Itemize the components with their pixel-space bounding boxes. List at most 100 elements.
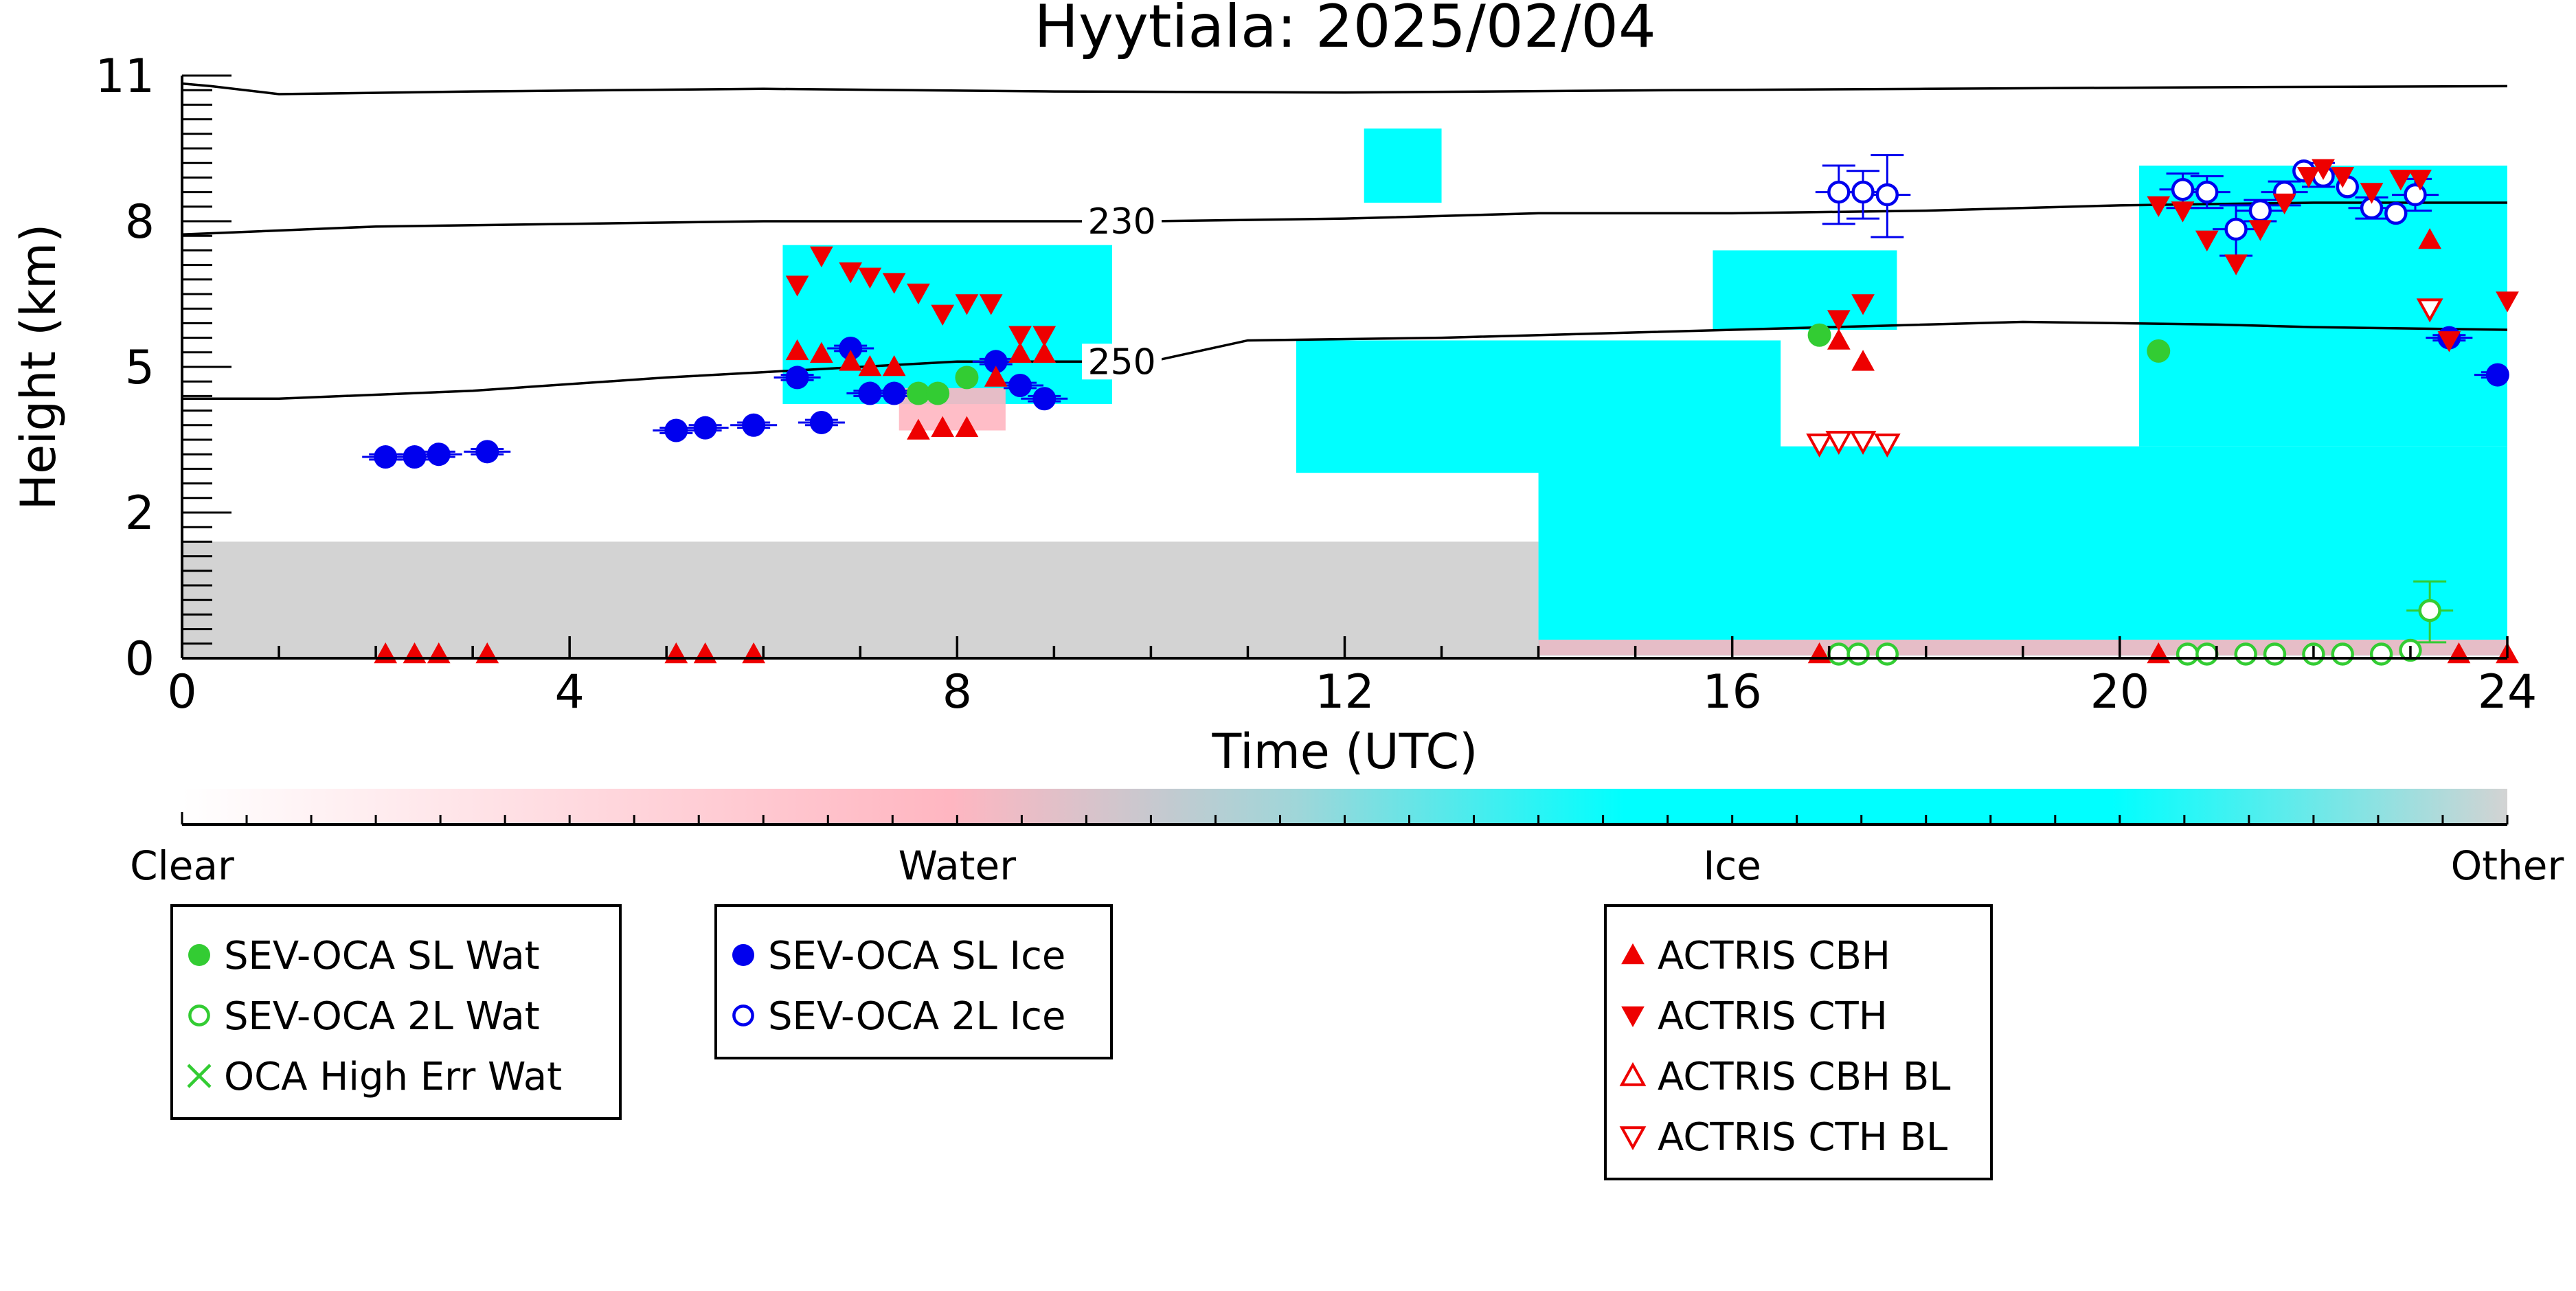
legend-frame <box>714 904 1113 1059</box>
legend-label: ACTRIS CBH BL <box>1658 1055 1950 1099</box>
legend-marker <box>1621 943 1645 965</box>
data-point <box>907 418 930 440</box>
data-point <box>2248 199 2272 223</box>
data-point <box>1827 180 1851 204</box>
data-point <box>984 366 1008 387</box>
data-point <box>810 341 833 363</box>
data-point <box>2389 170 2413 191</box>
data-point <box>1873 433 1901 458</box>
legend-entry: OCA High Err Wat <box>187 1055 562 1099</box>
legend-box-1: SEV-OCA SL Wat SEV-OCA 2L Wat OCA High Err… <box>170 904 622 1120</box>
data-point <box>2404 183 2427 207</box>
data-point <box>2384 201 2408 225</box>
data-point <box>882 381 906 405</box>
data-point <box>785 276 809 297</box>
data-point <box>839 262 863 284</box>
data-point <box>858 381 882 405</box>
data-point <box>693 416 717 440</box>
series-actris-cth <box>785 159 2519 352</box>
data-point <box>785 366 809 390</box>
colorbar: Clear Water Ice Other <box>130 789 2564 889</box>
y-tick-label: 8 <box>125 195 155 249</box>
legend-marker <box>187 1064 212 1088</box>
y-tick-label: 11 <box>95 49 155 104</box>
colorbar-label: Water <box>899 842 1017 889</box>
data-point <box>2331 167 2355 188</box>
region-other <box>182 541 1539 658</box>
legend-entry: ACTRIS CTH <box>1621 994 1888 1039</box>
data-point <box>882 273 906 294</box>
data-point <box>664 418 688 442</box>
legend-entry: ACTRIS CBH <box>1621 934 1890 978</box>
data-point <box>2496 291 2519 313</box>
data-point <box>1827 328 1851 350</box>
data-point <box>2360 183 2384 204</box>
data-point <box>2195 230 2219 252</box>
legend-label: OCA High Err Wat <box>224 1055 562 1099</box>
x-tick-label: 24 <box>2478 665 2538 719</box>
legend-marker <box>732 1004 754 1026</box>
data-point <box>403 445 427 469</box>
data-point <box>2369 642 2393 666</box>
contour-label: 250 <box>1087 341 1155 383</box>
data-point <box>2408 170 2432 191</box>
x-tick-label: 0 <box>167 665 196 719</box>
legend-entry: SEV-OCA SL Ice <box>732 934 1065 978</box>
data-point <box>2171 201 2195 223</box>
data-point <box>427 442 451 467</box>
legend-box-2: SEV-OCA SL Ice SEV-OCA 2L Ice <box>714 904 1113 1059</box>
data-point <box>2224 217 2248 241</box>
legend-marker <box>1621 1006 1645 1028</box>
legend-entry: SEV-OCA 2L Wat <box>188 994 540 1039</box>
data-point <box>475 440 499 464</box>
legend-marker <box>188 944 210 966</box>
data-point <box>785 339 809 361</box>
data-point <box>742 413 766 437</box>
data-point <box>809 410 833 434</box>
data-point <box>882 355 906 377</box>
data-point <box>2248 220 2272 241</box>
legend-marker <box>732 944 754 966</box>
colorbar-label: Other <box>2451 842 2564 889</box>
colorbar-label: Clear <box>130 842 234 889</box>
data-point <box>2234 642 2257 666</box>
data-point <box>1032 341 1057 363</box>
legend-entry: ACTRIS CTH BL <box>1619 1115 1947 1160</box>
data-point <box>2147 196 2171 217</box>
data-point <box>931 416 955 437</box>
data-point <box>2263 642 2287 666</box>
data-point <box>858 355 882 377</box>
data-point <box>1846 642 1870 666</box>
data-markers <box>374 159 2519 666</box>
contour-label: 230 <box>1087 201 1155 243</box>
data-point <box>907 283 930 305</box>
legend-label: SEV-OCA SL Wat <box>224 934 540 978</box>
data-point <box>1827 310 1851 331</box>
data-point <box>858 267 882 289</box>
y-tick-label: 5 <box>125 341 155 395</box>
data-point <box>2147 339 2171 363</box>
data-point <box>1851 350 1875 371</box>
data-point <box>374 445 398 469</box>
data-point <box>810 246 833 268</box>
y-tick-label: 0 <box>125 632 155 686</box>
x-tick-label: 12 <box>1315 665 1375 719</box>
y-tick-label: 2 <box>125 486 155 541</box>
data-point <box>1849 431 1877 456</box>
region-ice <box>782 245 1112 404</box>
data-point <box>2171 178 2195 201</box>
legend-marker <box>188 1004 210 1026</box>
temperature-contours: 230 250 <box>182 82 2507 401</box>
data-point <box>1875 183 1899 207</box>
region-ice <box>2139 166 2507 447</box>
region-ice <box>1364 128 1442 203</box>
data-point <box>984 350 1008 374</box>
series-actris-cth-bl <box>1806 298 2443 458</box>
data-point <box>2485 363 2509 387</box>
legend-label: ACTRIS CTH <box>1658 994 1888 1039</box>
region-ice <box>1538 446 2507 656</box>
data-point <box>2272 193 2296 215</box>
legend-marker <box>1619 1126 1647 1151</box>
data-point <box>906 381 930 405</box>
